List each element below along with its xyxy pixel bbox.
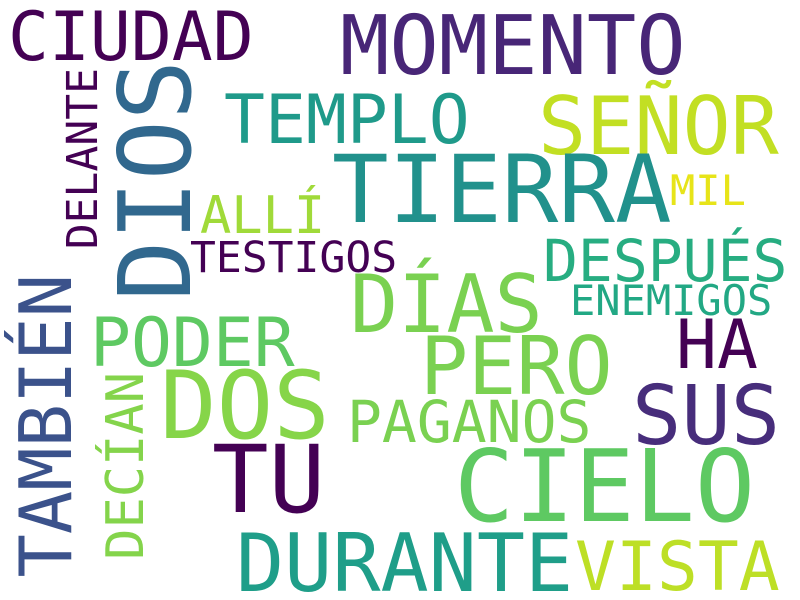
word-testigos: TESTIGOS	[190, 233, 398, 283]
word-ciudad: CIUDAD	[8, 0, 254, 77]
word-dias: DÍAS	[350, 258, 543, 351]
word-cielo: CIELO	[454, 428, 756, 545]
word-senor: SEÑOR	[538, 80, 779, 173]
word-vista: VISTA	[575, 528, 780, 600]
word-templo: TEMPLO	[224, 81, 470, 160]
word-paganos: PAGANOS	[347, 388, 592, 456]
word-sus: SUS	[632, 369, 781, 464]
word-tu: TU	[212, 426, 326, 535]
word-poder: PODER	[90, 304, 295, 383]
word-decian: DECÍAN	[96, 372, 156, 560]
word-tambien: TAMBIÉN	[4, 274, 88, 578]
word-mil: MIL	[670, 166, 746, 215]
word-alli: ALLÍ	[200, 186, 326, 246]
word-dos: DOS	[160, 352, 330, 461]
word-despues: DESPUÉS	[543, 227, 788, 295]
word-pero: PERO	[420, 320, 613, 413]
word-momento: MOMENTO	[340, 0, 686, 94]
word-durante: DURANTE	[236, 517, 574, 600]
word-delante: DELANTE	[58, 68, 108, 250]
word-tierra: TIERRA	[332, 136, 672, 245]
word-ha: HA	[676, 306, 758, 385]
word-enemigos: ENEMIGOS	[570, 276, 773, 325]
